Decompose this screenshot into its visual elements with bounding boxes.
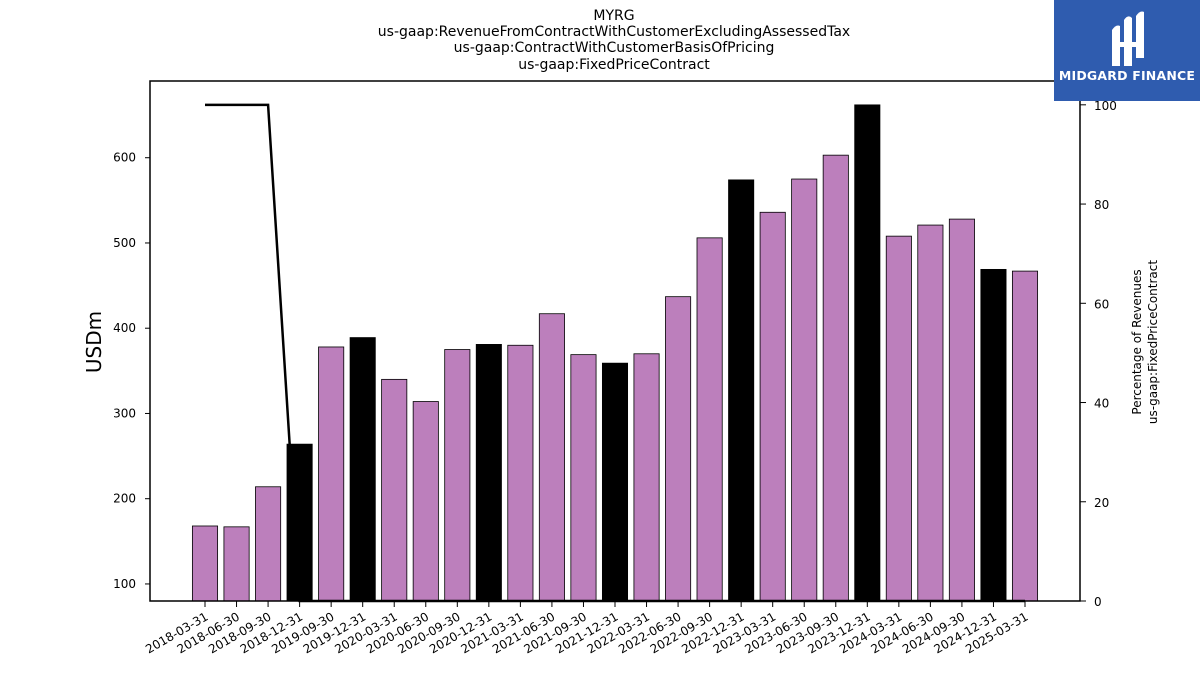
y2-axis-label: Percentage of Revenues us-gaap:FixedPric… bbox=[1130, 260, 1160, 424]
bar-2024-03-31 bbox=[885, 235, 912, 602]
bar-2023-03-31 bbox=[759, 211, 786, 602]
y-tick-label: 300 bbox=[113, 406, 136, 420]
bar-2020-03-31 bbox=[381, 378, 408, 602]
bar-2018-09-30 bbox=[255, 486, 282, 602]
bar-2023-06-30 bbox=[791, 178, 818, 602]
bar-2024-06-30 bbox=[917, 224, 944, 602]
bar-2019-12-31 bbox=[349, 337, 376, 602]
y2-tick-label: 0 bbox=[1094, 595, 1102, 609]
y-tick-label: 500 bbox=[113, 236, 136, 250]
bar-2022-09-30 bbox=[696, 237, 723, 602]
bar-2020-06-30 bbox=[412, 401, 439, 602]
chart-title: MYRG us-gaap:RevenueFromContractWithCust… bbox=[378, 8, 850, 73]
title-line-2: us-gaap:RevenueFromContractWithCustomerE… bbox=[378, 24, 850, 40]
bar-2020-09-30 bbox=[444, 349, 471, 602]
midgard-finance-logo: MIDGARD FINANCE bbox=[1054, 0, 1200, 101]
midgard-logo-icon bbox=[1112, 11, 1144, 66]
y-tick-label: 600 bbox=[113, 151, 136, 165]
y2-axis-label-line-1: Percentage of Revenues bbox=[1130, 269, 1144, 414]
y2-tick-label: 80 bbox=[1094, 198, 1109, 212]
bar-2018-03-31 bbox=[191, 525, 219, 602]
bar-2022-12-31 bbox=[728, 179, 755, 602]
y-tick-label: 400 bbox=[113, 321, 136, 335]
bar-2021-09-30 bbox=[570, 354, 597, 602]
bar-2021-06-30 bbox=[538, 313, 565, 602]
bar-2023-09-30 bbox=[822, 154, 849, 602]
bar-2024-09-30 bbox=[948, 218, 975, 602]
y-tick-label: 200 bbox=[113, 492, 136, 506]
y2-tick-label: 100 bbox=[1094, 99, 1117, 113]
bar-2025-03-31 bbox=[1011, 270, 1039, 602]
y-axis-label: USDm bbox=[82, 311, 106, 373]
title-line-3: us-gaap:ContractWithCustomerBasisOfPrici… bbox=[454, 40, 775, 56]
bar-2022-03-31 bbox=[633, 353, 660, 602]
y2-tick-label: 60 bbox=[1094, 297, 1109, 311]
y-tick-label: 100 bbox=[113, 577, 136, 591]
y2-tick-label: 40 bbox=[1094, 397, 1109, 411]
logo-text: MIDGARD FINANCE bbox=[1058, 68, 1196, 83]
bar-2022-06-30 bbox=[665, 296, 692, 602]
bar-2020-12-31 bbox=[475, 344, 502, 602]
bar-2024-12-31 bbox=[980, 268, 1007, 602]
bar-2018-06-30 bbox=[223, 526, 250, 602]
bar-2023-12-31 bbox=[854, 104, 881, 602]
bar-2021-03-31 bbox=[507, 344, 534, 602]
y2-tick-label: 20 bbox=[1094, 496, 1109, 510]
bar-2019-09-30 bbox=[318, 346, 345, 602]
title-line-4: us-gaap:FixedPriceContract bbox=[518, 57, 710, 73]
title-line-1: MYRG bbox=[593, 8, 634, 24]
y2-axis-label-line-2: us-gaap:FixedPriceContract bbox=[1146, 260, 1160, 424]
bar-2021-12-31 bbox=[601, 362, 629, 602]
